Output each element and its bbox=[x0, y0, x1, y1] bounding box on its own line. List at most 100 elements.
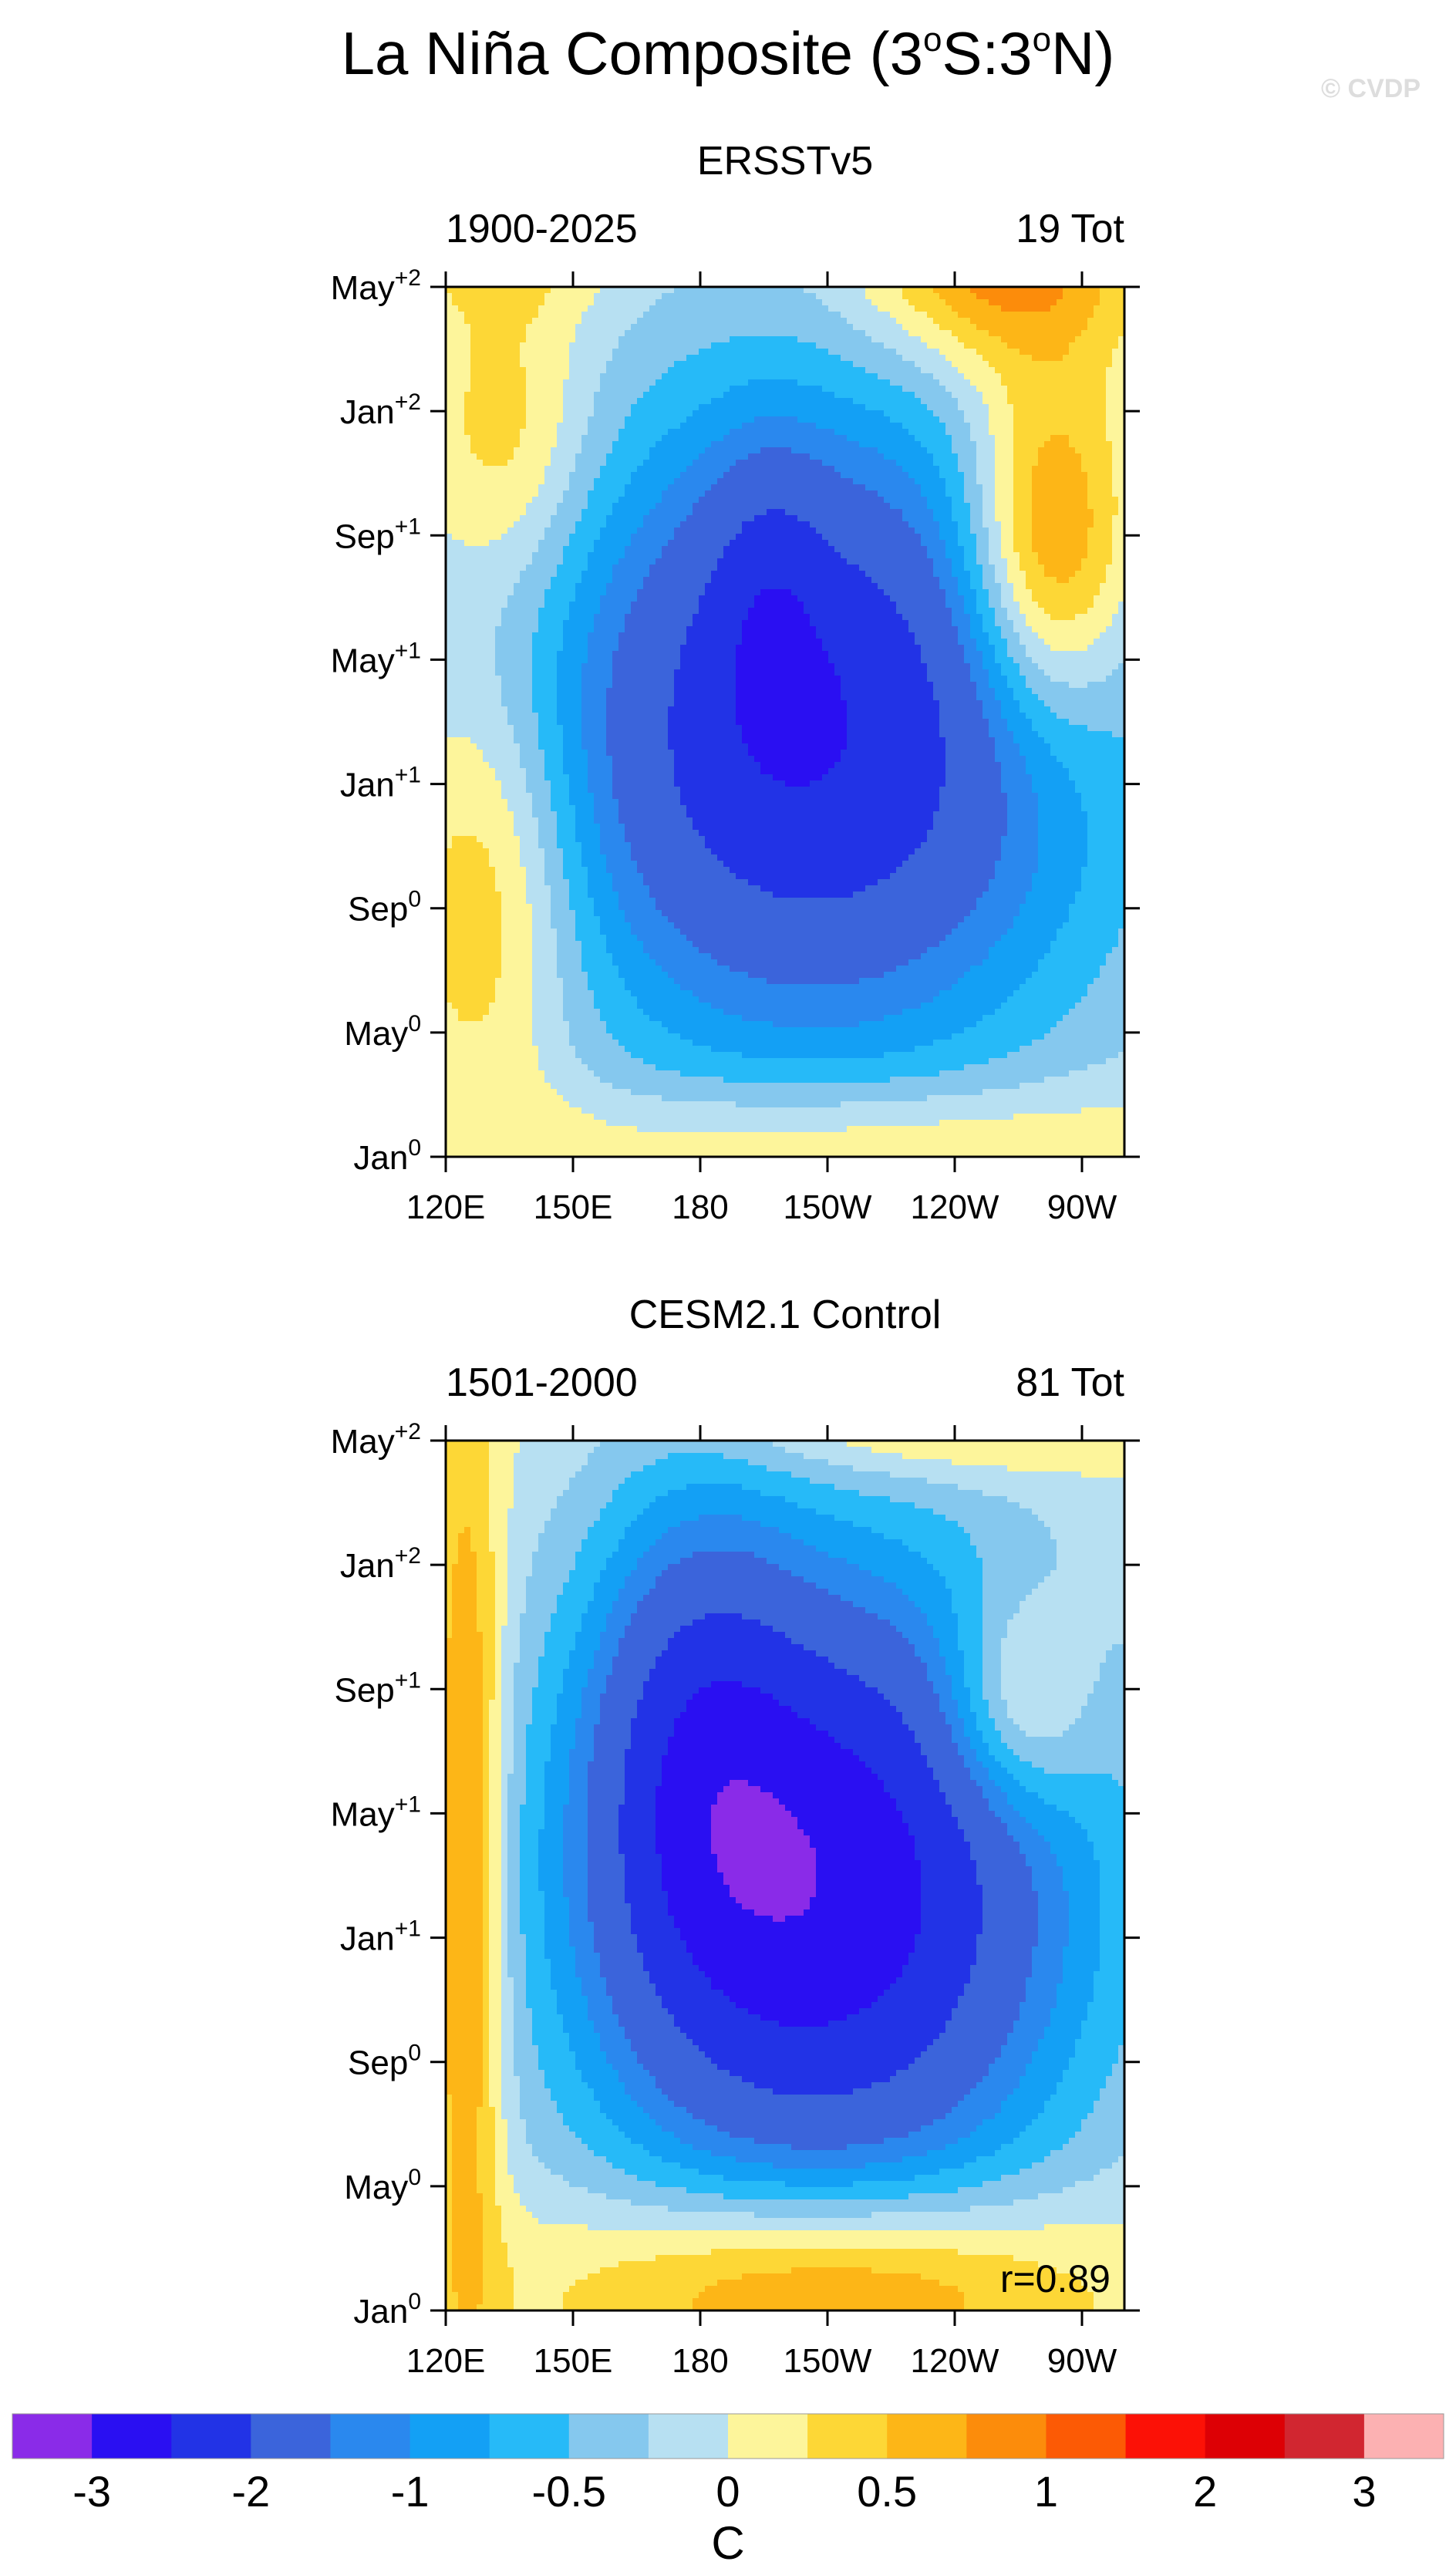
field-cell bbox=[662, 305, 669, 312]
field-cell bbox=[822, 472, 829, 479]
field-cell bbox=[964, 392, 971, 399]
field-cell bbox=[797, 521, 804, 528]
field-cell bbox=[662, 540, 669, 547]
field-cell bbox=[1007, 398, 1014, 405]
field-cell bbox=[612, 336, 619, 343]
field-cell bbox=[470, 441, 477, 448]
field-cell bbox=[908, 515, 915, 522]
field-cell bbox=[1106, 342, 1113, 349]
field-cell bbox=[1100, 435, 1107, 442]
field-cell bbox=[828, 293, 835, 300]
field-cell bbox=[1081, 453, 1088, 460]
field-cell bbox=[495, 484, 502, 491]
field-cell bbox=[551, 546, 558, 553]
field-cell bbox=[514, 435, 521, 442]
field-cell bbox=[760, 318, 767, 325]
field-cell bbox=[1032, 398, 1039, 405]
field-cell bbox=[717, 404, 724, 411]
field-cell bbox=[625, 416, 632, 423]
field-cell bbox=[606, 503, 613, 510]
field-cell bbox=[730, 379, 736, 386]
field-cell bbox=[958, 336, 965, 343]
field-cell bbox=[693, 404, 699, 411]
field-cell bbox=[594, 330, 601, 337]
field-cell bbox=[699, 361, 706, 368]
field-cell bbox=[933, 336, 940, 343]
field-cell bbox=[1038, 299, 1045, 306]
field-cell bbox=[933, 312, 940, 319]
field-cell bbox=[464, 287, 471, 294]
field-cell bbox=[878, 540, 885, 547]
field-cell bbox=[699, 546, 706, 553]
field-cell bbox=[1032, 447, 1039, 454]
field-cell bbox=[1001, 540, 1008, 547]
field-cell bbox=[958, 373, 965, 380]
field-cell bbox=[884, 472, 891, 479]
field-cell bbox=[871, 472, 878, 479]
field-cell bbox=[976, 287, 983, 294]
field-cell bbox=[841, 534, 848, 541]
field-cell bbox=[551, 441, 558, 448]
field-cell bbox=[730, 515, 736, 522]
field-cell bbox=[847, 379, 854, 386]
field-cell bbox=[896, 527, 903, 534]
field-cell bbox=[705, 324, 712, 331]
field-cell bbox=[668, 521, 675, 528]
field-cell bbox=[896, 293, 903, 300]
field-cell bbox=[649, 478, 656, 485]
field-cell bbox=[927, 367, 934, 374]
field-cell bbox=[810, 404, 817, 411]
field-cell bbox=[748, 484, 755, 491]
field-cell bbox=[1069, 410, 1076, 417]
field-cell bbox=[847, 558, 854, 565]
field-cell bbox=[989, 453, 996, 460]
field-cell bbox=[717, 521, 724, 528]
field-cell bbox=[1044, 312, 1051, 319]
field-cell bbox=[1081, 509, 1088, 516]
field-cell bbox=[1112, 312, 1119, 319]
field-cell bbox=[662, 386, 669, 393]
field-cell bbox=[1100, 373, 1107, 380]
field-cell bbox=[532, 490, 539, 497]
field-cell bbox=[921, 349, 928, 356]
field-cell bbox=[526, 324, 533, 331]
field-cell bbox=[921, 361, 928, 368]
field-cell bbox=[1001, 293, 1008, 300]
field-cell bbox=[569, 521, 576, 528]
field-cell bbox=[1020, 515, 1026, 522]
field-cell bbox=[945, 386, 952, 393]
field-cell bbox=[841, 453, 848, 460]
field-cell bbox=[544, 527, 551, 534]
field-cell bbox=[1118, 472, 1124, 479]
field-cell bbox=[662, 484, 669, 491]
field-cell bbox=[693, 429, 699, 436]
field-cell bbox=[446, 527, 453, 534]
field-cell bbox=[822, 534, 829, 541]
field-cell bbox=[921, 293, 928, 300]
field-cell bbox=[1050, 398, 1057, 405]
field-cell bbox=[501, 515, 508, 522]
field-cell bbox=[470, 299, 477, 306]
field-cell bbox=[1100, 398, 1107, 405]
field-cell bbox=[557, 318, 564, 325]
field-cell bbox=[686, 312, 693, 319]
field-cell bbox=[927, 558, 934, 565]
field-cell bbox=[952, 527, 959, 534]
field-cell bbox=[896, 484, 903, 491]
field-cell bbox=[575, 336, 582, 343]
field-cell bbox=[921, 552, 928, 559]
field-cell bbox=[477, 355, 484, 362]
field-cell bbox=[797, 398, 804, 405]
field-cell bbox=[532, 318, 539, 325]
field-cell bbox=[693, 497, 699, 504]
field-cell bbox=[643, 527, 650, 534]
field-cell bbox=[865, 423, 872, 430]
field-cell bbox=[1063, 386, 1070, 393]
field-cell bbox=[656, 305, 662, 312]
field-cell bbox=[982, 521, 989, 528]
field-cell bbox=[878, 336, 885, 343]
field-cell bbox=[711, 318, 718, 325]
field-cell bbox=[767, 460, 774, 467]
field-cell bbox=[526, 484, 533, 491]
field-cell bbox=[1069, 490, 1076, 497]
